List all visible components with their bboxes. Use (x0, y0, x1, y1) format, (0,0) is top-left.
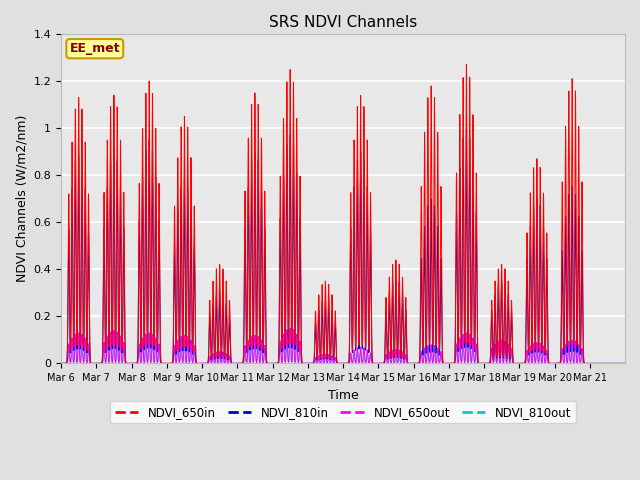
Legend: NDVI_650in, NDVI_810in, NDVI_650out, NDVI_810out: NDVI_650in, NDVI_810in, NDVI_650out, NDV… (110, 401, 576, 423)
X-axis label: Time: Time (328, 389, 358, 402)
Title: SRS NDVI Channels: SRS NDVI Channels (269, 15, 417, 30)
Y-axis label: NDVI Channels (W/m2/nm): NDVI Channels (W/m2/nm) (15, 115, 28, 282)
Text: EE_met: EE_met (70, 42, 120, 55)
